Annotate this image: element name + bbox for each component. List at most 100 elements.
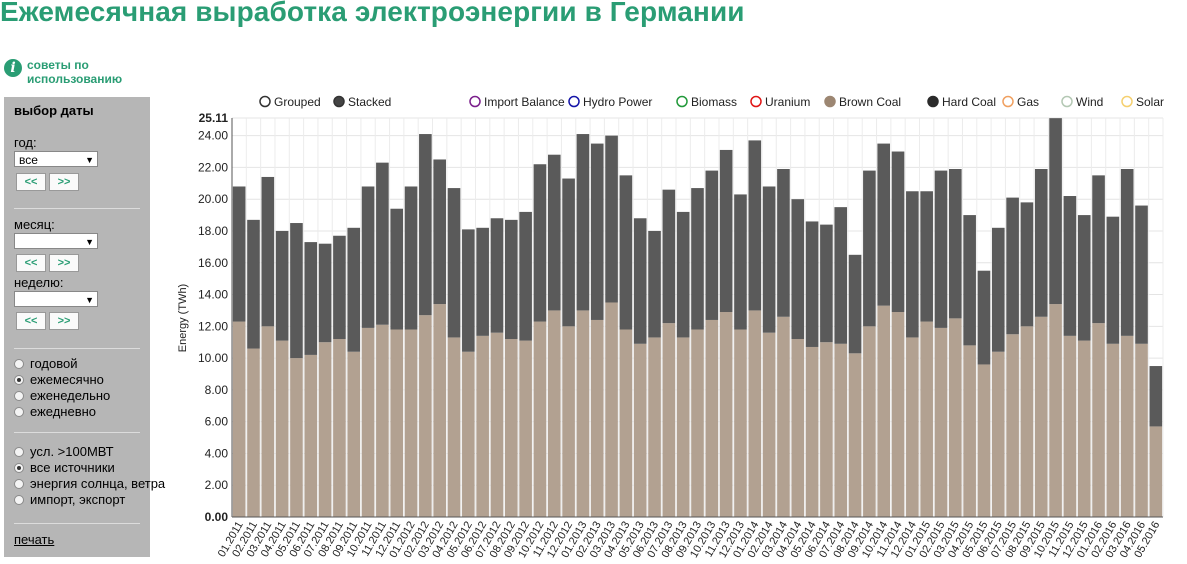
bar-hard-coal — [390, 208, 404, 330]
chart-bars — [232, 118, 1163, 517]
bar-hard-coal — [1006, 197, 1019, 335]
bar-brown-coal — [619, 329, 633, 517]
legend-gas[interactable]: Gas — [1002, 95, 1039, 109]
energy-chart: Grouped Stacked Import Balance Hydro Power B… — [177, 95, 1164, 560]
month-next-button[interactable]: >> — [49, 254, 79, 272]
bar-brown-coal — [419, 315, 432, 517]
y-max-label: 25.11 — [199, 111, 229, 125]
legend-gas-label: Gas — [1017, 95, 1039, 109]
bar-brown-coal — [275, 340, 289, 517]
bar-hard-coal — [333, 235, 346, 340]
period-option-weekly[interactable]: еженедельно — [14, 388, 110, 403]
dropdown-arrow-icon: ▼ — [85, 155, 94, 165]
bar-brown-coal — [576, 310, 590, 517]
legend-mode-stacked[interactable]: Stacked — [333, 95, 391, 109]
usage-tips-link[interactable]: i советы по использованию — [4, 58, 147, 86]
bar-brown-coal — [390, 329, 404, 517]
bar-brown-coal — [547, 310, 561, 517]
usage-tips-label: советы по использованию — [27, 58, 123, 86]
legend-uranium[interactable]: Uranium — [750, 95, 810, 109]
source-option-solar-wind[interactable]: энергия солнца, ветра — [14, 476, 165, 491]
bar-hard-coal — [963, 215, 976, 346]
bar-hard-coal — [934, 170, 948, 328]
period-option-label: ежедневно — [30, 404, 97, 419]
bar-brown-coal — [1020, 326, 1034, 517]
bar-brown-coal — [705, 319, 719, 517]
legend-brown-coal[interactable]: Brown Coal — [824, 95, 901, 109]
bar-brown-coal — [1135, 343, 1148, 517]
bar-brown-coal — [232, 321, 246, 517]
bar-hard-coal — [949, 169, 962, 319]
bar-brown-coal — [1092, 323, 1105, 517]
legend-hydro-power[interactable]: Hydro Power — [568, 95, 652, 109]
page-title: Ежемесячная выработка электроэнергии в Г… — [0, 0, 745, 27]
legend-hard-coal-marker-icon — [927, 95, 939, 108]
bar-hard-coal — [576, 134, 590, 311]
bar-hard-coal — [1077, 215, 1091, 341]
legend-mode-stacked-marker-icon — [333, 95, 345, 108]
bar-hard-coal — [1135, 205, 1148, 344]
bar-hard-coal — [232, 186, 246, 322]
bar-brown-coal — [791, 339, 805, 517]
year-prev-button[interactable]: << — [16, 173, 46, 191]
legend-uranium-label: Uranium — [765, 95, 810, 109]
bar-hard-coal — [547, 154, 561, 311]
bar-brown-coal — [676, 337, 690, 517]
month-prev-button[interactable]: << — [16, 254, 46, 272]
bar-hard-coal — [705, 170, 719, 320]
year-next-button[interactable]: >> — [49, 173, 79, 191]
week-next-button[interactable]: >> — [49, 312, 79, 330]
bar-hard-coal — [275, 230, 289, 341]
source-option-import-export[interactable]: импорт, экспорт — [14, 492, 125, 507]
week-prev-button[interactable]: << — [16, 312, 46, 330]
week-select[interactable]: ▼ — [14, 291, 98, 307]
y-tick-label: 0.00 — [205, 510, 229, 524]
bar-hard-coal — [247, 219, 260, 349]
bar-brown-coal — [1006, 334, 1019, 517]
chart-legend: Grouped Stacked Import Balance Hydro Power B… — [259, 95, 1164, 109]
bar-hard-coal — [762, 186, 776, 333]
divider — [14, 523, 140, 524]
legend-biomass[interactable]: Biomass — [676, 95, 737, 109]
legend-import-balance[interactable]: Import Balance — [469, 95, 565, 109]
legend-uranium-marker-icon — [750, 95, 762, 108]
source-option-conventional[interactable]: усл. >100МВТ — [14, 444, 114, 459]
bar-brown-coal — [433, 304, 446, 517]
bar-brown-coal — [877, 305, 891, 517]
period-option-yearly[interactable]: годовой — [14, 356, 77, 371]
bar-brown-coal — [476, 335, 489, 517]
y-tick-label: 22.00 — [198, 160, 228, 174]
bar-brown-coal — [1034, 316, 1048, 517]
bar-hard-coal — [519, 211, 532, 341]
bar-hard-coal — [734, 194, 747, 330]
radio-icon — [14, 390, 24, 401]
bar-hard-coal — [347, 227, 361, 352]
source-option-all[interactable]: все источники — [14, 460, 115, 475]
legend-hard-coal[interactable]: Hard Coal — [927, 95, 996, 109]
bar-hard-coal — [791, 199, 805, 340]
bar-brown-coal — [562, 326, 575, 517]
legend-import-balance-label: Import Balance — [484, 95, 565, 109]
bar-hard-coal — [433, 159, 446, 305]
bar-hard-coal — [419, 134, 432, 316]
y-axis-label: Energy (TWh) — [177, 284, 189, 352]
y-tick-label: 10.00 — [198, 351, 228, 365]
year-select[interactable]: все ▼ — [14, 151, 98, 167]
bar-brown-coal — [376, 324, 389, 517]
date-selection-heading: выбор даты — [14, 103, 94, 118]
bar-hard-coal — [1149, 366, 1163, 427]
month-select[interactable]: ▼ — [14, 233, 98, 249]
legend-wind[interactable]: Wind — [1061, 95, 1103, 109]
print-link[interactable]: печать — [14, 532, 55, 547]
bar-brown-coal — [1120, 335, 1134, 517]
bar-hard-coal — [977, 270, 991, 365]
legend-mode-grouped[interactable]: Grouped — [259, 95, 321, 109]
bar-brown-coal — [333, 339, 346, 517]
period-option-daily[interactable]: ежедневно — [14, 404, 96, 419]
legend-solar[interactable]: Solar — [1121, 95, 1164, 109]
bar-hard-coal — [877, 143, 891, 306]
period-option-monthly[interactable]: ежемесячно — [14, 372, 104, 387]
bar-hard-coal — [991, 227, 1005, 352]
bar-hard-coal — [1020, 202, 1034, 327]
bar-brown-coal — [820, 342, 833, 517]
